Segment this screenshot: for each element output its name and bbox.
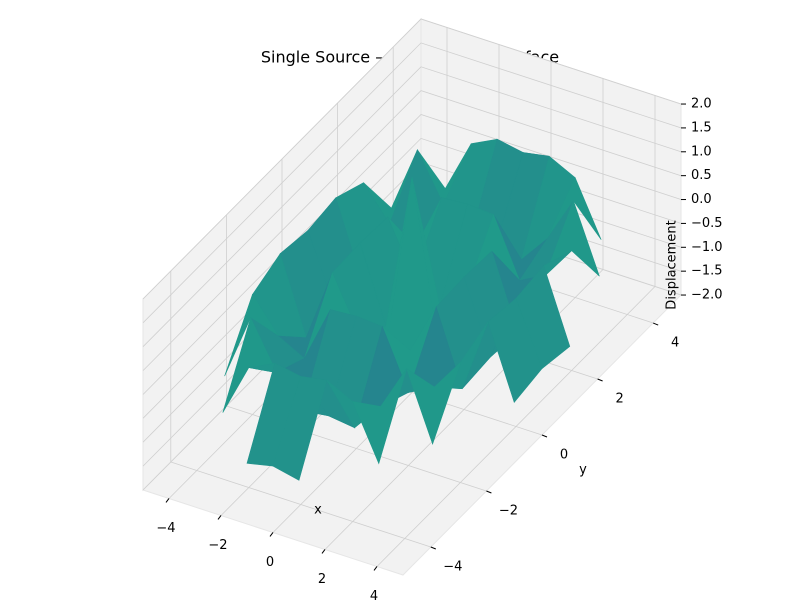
y-tick-label: 4 — [671, 336, 679, 351]
tick-mark — [653, 322, 659, 326]
tick-mark — [321, 549, 326, 554]
grid-line — [142, 42, 682, 324]
tick-mark — [597, 378, 603, 382]
grid-line — [142, 90, 682, 371]
z-axis-label: Displacement — [665, 220, 680, 309]
tick-mark — [373, 566, 378, 571]
x-tick-label: −2 — [208, 538, 227, 553]
z-tick-label: −2.0 — [691, 288, 723, 303]
y-tick-label: 2 — [615, 392, 623, 407]
x-tick-label: 0 — [266, 555, 274, 570]
z-tick-label: 1.5 — [691, 120, 712, 135]
surface-patch — [487, 297, 543, 404]
x-tick-label: 4 — [370, 589, 378, 600]
y-axis-label: y — [579, 463, 587, 478]
z-tick-label: 0.0 — [691, 192, 712, 207]
x-tick-label: −4 — [156, 521, 175, 536]
grid-line — [142, 114, 682, 395]
tick-mark — [486, 490, 492, 494]
z-tick-label: 2.0 — [691, 97, 712, 112]
z-tick-label: −1.5 — [691, 264, 723, 279]
tick-mark — [217, 515, 222, 520]
tick-mark — [541, 434, 548, 438]
y-tick-label: 0 — [560, 448, 568, 463]
z-tick-label: 0.5 — [691, 168, 712, 183]
z-tick-label: −1.0 — [691, 240, 723, 255]
z-tick-label: 1.0 — [691, 144, 712, 159]
y-tick-label: −2 — [499, 503, 518, 518]
z-tick-label: −0.5 — [691, 216, 723, 231]
tick-mark — [269, 532, 274, 537]
x-tick-label: 2 — [318, 572, 326, 587]
grid-line — [142, 18, 682, 300]
grid-line — [142, 137, 682, 419]
grid-line — [142, 66, 682, 347]
tick-mark — [430, 546, 436, 550]
tick-labels: −4 −2 0 2 4 −4 −2 0 2 4 −2.0 −1.5 −1.0 −0.5 0.0 0.5 1.0 1… — [156, 97, 722, 600]
y-tick-label: −4 — [443, 559, 462, 574]
surface-patch — [406, 362, 461, 446]
x-axis-label: x — [314, 503, 322, 518]
surface — [222, 138, 602, 481]
tick-mark — [165, 498, 170, 503]
